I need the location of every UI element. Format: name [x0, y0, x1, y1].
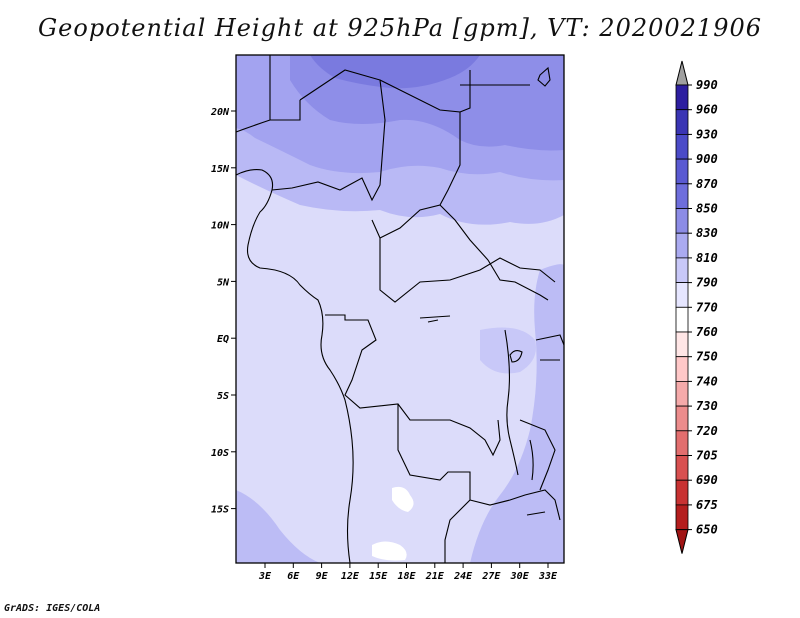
- lon-label: 21E: [425, 571, 445, 582]
- colorbar-arrow-bottom: [675, 529, 689, 554]
- field-southwest-790-810: [236, 490, 320, 563]
- colorbar-swatch: [675, 257, 689, 283]
- colorbar-swatch: [675, 282, 689, 308]
- colorbar-swatch: [675, 208, 689, 234]
- sahara-borders: [235, 55, 301, 133]
- colorbar-label: 770: [696, 300, 718, 314]
- south-sudan-borders: [439, 204, 549, 301]
- rift-lakes-border: [504, 329, 519, 476]
- colorbar-label: 810: [696, 251, 718, 265]
- niger-borders: [271, 69, 386, 202]
- lat-label: 15S: [211, 505, 229, 516]
- lat-label: 10S: [211, 448, 229, 459]
- colorbar-swatch: [675, 133, 689, 160]
- east-africa-borders: [519, 334, 565, 491]
- lon-label: 3E: [258, 571, 272, 582]
- lat-label: 5S: [217, 391, 229, 402]
- colorbar-swatch: [675, 232, 689, 259]
- island-outline: [537, 66, 551, 87]
- lon-label: 6E: [287, 571, 300, 582]
- field-patch-760a: [392, 486, 414, 512]
- lon-label: 18E: [397, 571, 416, 582]
- lon-label: 33E: [538, 571, 558, 582]
- lon-label: 30E: [510, 571, 530, 582]
- lon-label: 12E: [341, 571, 360, 582]
- colorbar-swatch: [675, 455, 689, 481]
- map-title: Geopotential Height at 925hPa [gpm], VT:…: [38, 14, 762, 42]
- colorbar-label: 870: [696, 177, 718, 191]
- colorbar-label: 720: [696, 424, 718, 438]
- field-850-870: [310, 55, 480, 89]
- egypt-sudan-border: [459, 70, 530, 113]
- west-coastline: [235, 169, 354, 564]
- colorbar-label: 960: [696, 103, 718, 117]
- coastlines-borders: [235, 55, 565, 564]
- lat-label: 5N: [217, 277, 230, 288]
- zambia-mozambique-border: [469, 489, 561, 521]
- colorbar: 990 960 930 900 870 850 830 810 790 770 760 750 740 7…: [675, 60, 718, 554]
- colorbar-label: 790: [696, 276, 718, 290]
- chad-borders: [371, 79, 461, 239]
- colorbar-label: 830: [696, 226, 718, 240]
- field-patch-760b: [372, 541, 407, 561]
- colorbar-swatch: [675, 109, 689, 135]
- colorbar-swatch: [675, 430, 689, 456]
- colorbar-label: 705: [696, 449, 718, 463]
- lake-victoria-outline: [509, 349, 523, 363]
- latitude-axis: 20N 15N 10N 5N EQ 5S 10S 15S: [210, 107, 236, 516]
- footer-credit: GrADS: IGES/COLA: [4, 603, 101, 614]
- colorbar-label: 760: [696, 325, 718, 339]
- colorbar-label: 675: [696, 498, 718, 512]
- colorbar-swatch: [675, 405, 689, 432]
- colorbar-swatch: [675, 479, 689, 506]
- colorbar-swatch: [675, 356, 689, 382]
- colorbar-label: 930: [696, 127, 718, 141]
- lat-label: 20N: [210, 107, 230, 118]
- map-panel: [235, 54, 565, 564]
- colorbar-arrow-top: [675, 60, 689, 86]
- colorbar-label: 690: [696, 473, 718, 487]
- lat-label: 15N: [211, 164, 230, 175]
- lon-label: 15E: [369, 571, 388, 582]
- colorbar-label: 850: [696, 202, 718, 216]
- lake-outline: [419, 315, 451, 323]
- lon-label: 9E: [316, 571, 329, 582]
- colorbar-label: 900: [696, 152, 718, 166]
- angola-zambia-borders: [397, 404, 471, 563]
- car-borders: [379, 238, 556, 303]
- colorbar-swatch: [675, 380, 689, 407]
- lat-label: EQ: [217, 334, 229, 345]
- colorbar-swatch: [675, 306, 689, 333]
- colorbar-label: 650: [696, 523, 718, 537]
- colorbar-label: 990: [696, 78, 718, 92]
- lake-malawi-outline: [526, 511, 546, 516]
- lon-label: 24E: [453, 571, 473, 582]
- colorbar-swatch: [675, 331, 689, 358]
- longitude-axis: 3E 6E 9E 12E 15E 18E 21E 24E 27E 30E 33E: [258, 563, 558, 582]
- map-frame: [235, 54, 565, 564]
- colorbar-label: 730: [696, 399, 718, 413]
- lon-label: 27E: [481, 571, 501, 582]
- colorbar-swatch: [675, 84, 689, 111]
- colorbar-swatch: [675, 504, 689, 530]
- colorbar-label: 750: [696, 350, 718, 364]
- colorbar-swatch: [675, 158, 689, 185]
- congo-drc-borders: [325, 314, 501, 457]
- colorbar-swatch: [675, 183, 689, 209]
- lat-label: 10N: [211, 221, 230, 232]
- colorbar-label: 740: [696, 374, 718, 388]
